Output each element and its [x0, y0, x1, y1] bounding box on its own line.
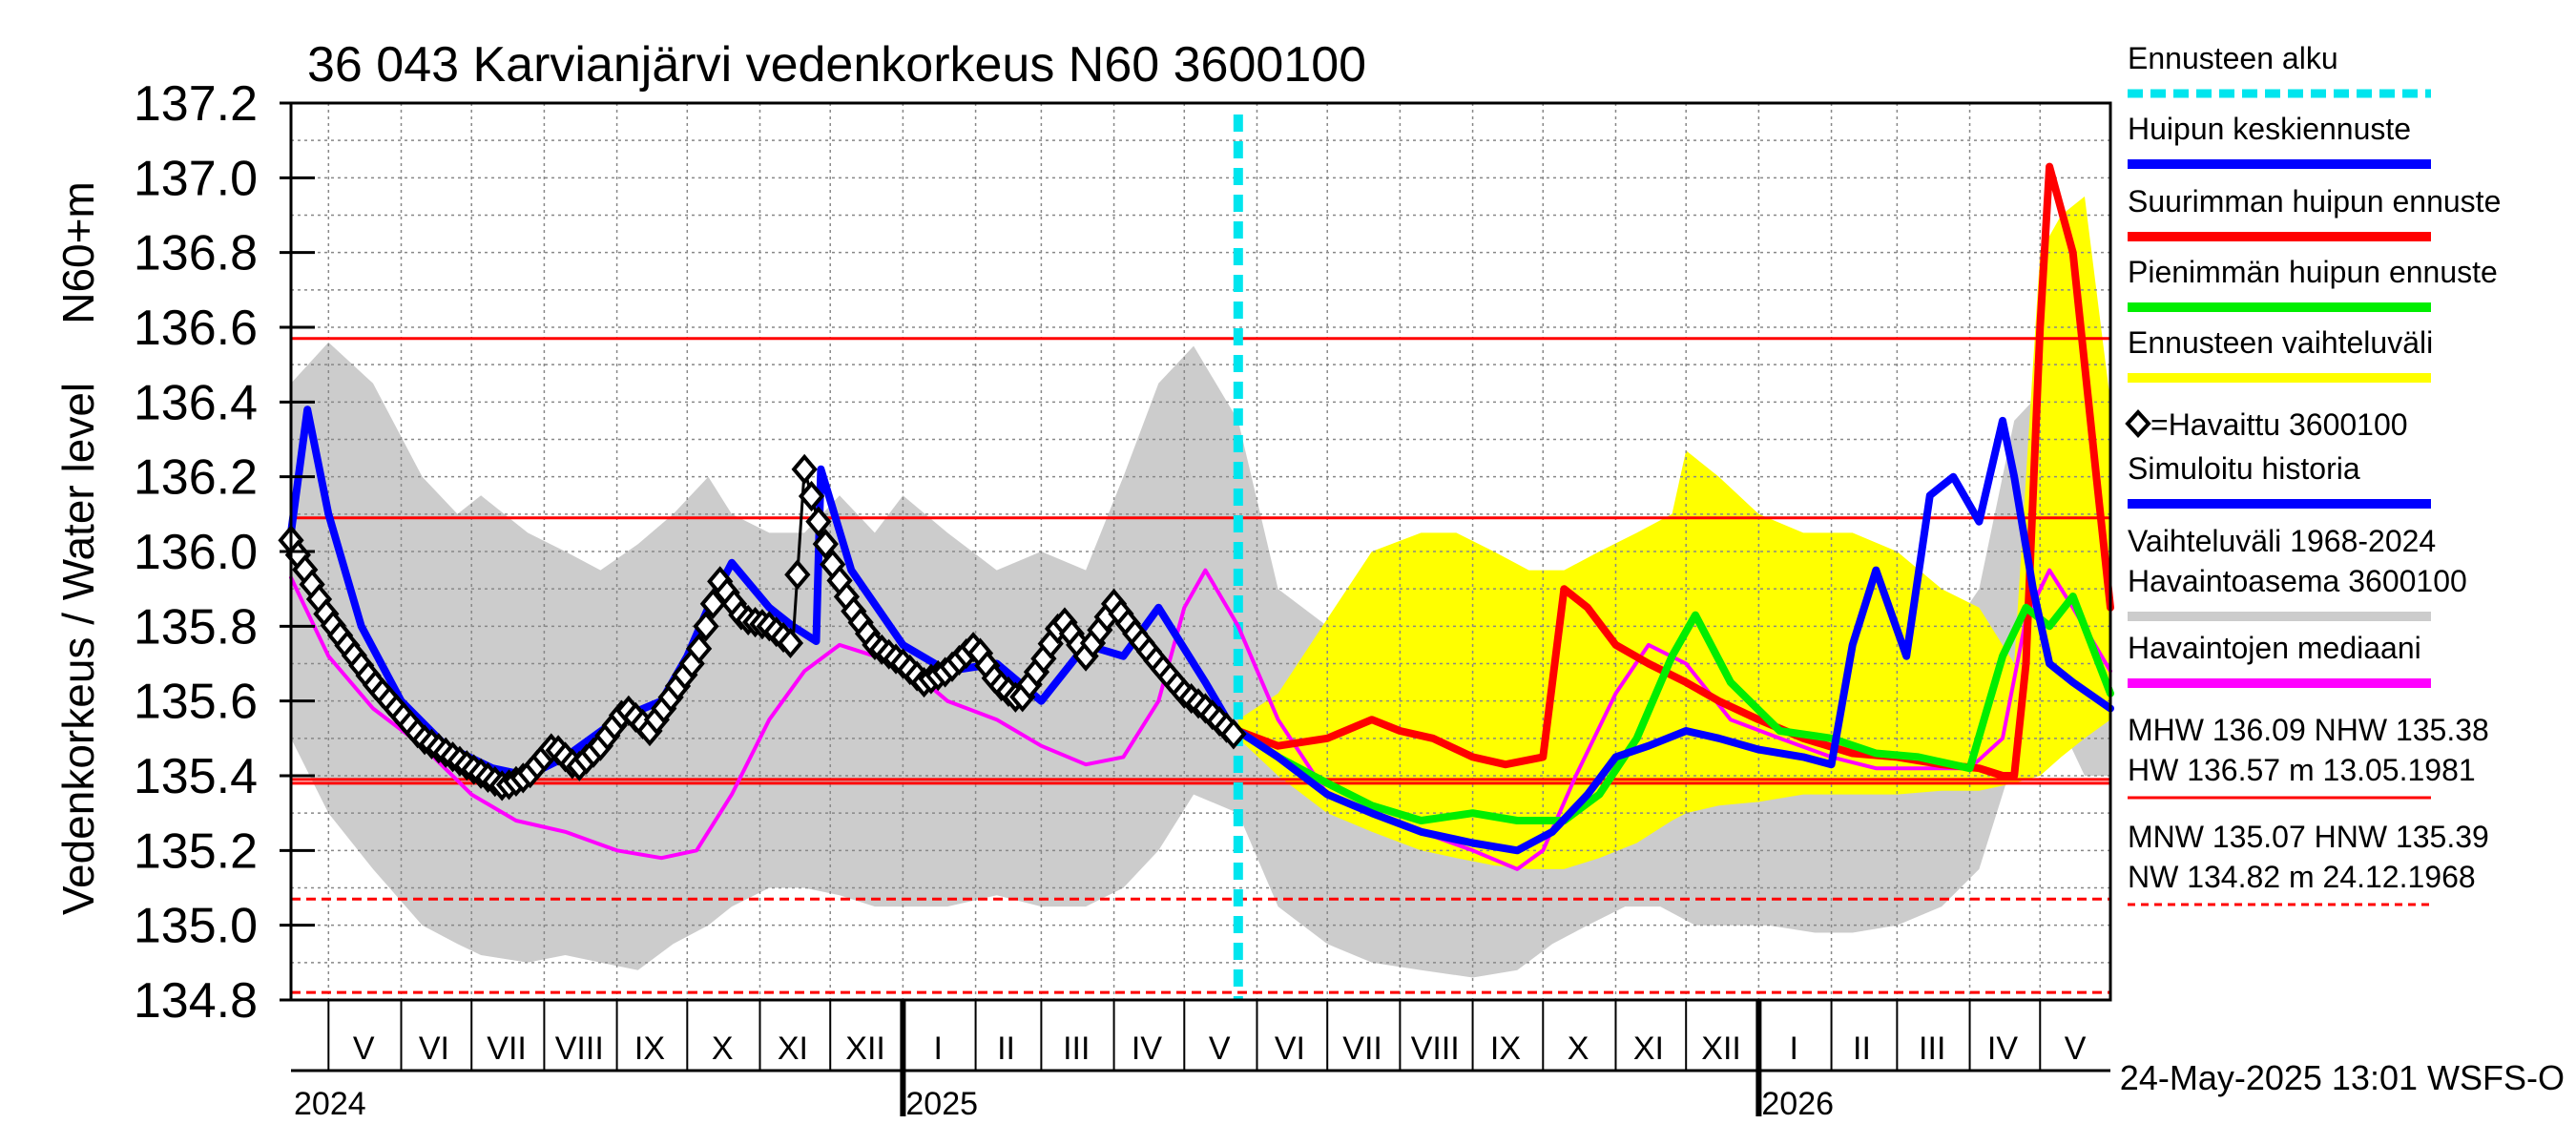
x-month-label: XII [845, 1030, 885, 1067]
series-huipun-keskiennuste [1234, 416, 2114, 855]
legend-label: Ennusteen vaihteluväli [2128, 325, 2433, 360]
y-tick-label: 134.8 [134, 973, 258, 1029]
observed-point [305, 583, 333, 615]
legend-label: Vaihteluväli 1968-2024 [2128, 524, 2436, 558]
stats-line: HW 136.57 m 13.05.1981 [2128, 753, 2476, 787]
x-month-label: V [2065, 1030, 2087, 1067]
y-tick-label: 137.2 [134, 76, 258, 132]
observed-point [1079, 627, 1107, 659]
legend-label: Pienimmän huipun ennuste [2128, 255, 2498, 289]
legend-label: Havaintoasema 3600100 [2128, 564, 2467, 598]
series-havaintojen-mediaani [289, 568, 2112, 871]
x-month-label: I [934, 1030, 943, 1067]
plot-area [278, 103, 2114, 1000]
observed-point [685, 633, 713, 664]
x-month-label: IX [1490, 1030, 1521, 1067]
x-month-label: II [1853, 1030, 1871, 1067]
y-tick-label: 135.2 [134, 823, 258, 879]
footer-timestamp: 24-May-2025 13:01 WSFS-O [2120, 1058, 2565, 1097]
observed-point [1023, 656, 1050, 688]
x-month-label: X [712, 1030, 734, 1067]
x-month-label: VIII [555, 1030, 604, 1067]
observed-point [299, 569, 325, 600]
legend-label: Suurimman huipun ennuste [2128, 184, 2501, 219]
observed-point [798, 480, 825, 512]
observed-point [1087, 614, 1113, 646]
legend-label: Ennusteen alku [2128, 41, 2338, 75]
x-year-label: 2025 [905, 1086, 978, 1122]
legend-label: Huipun keskiennuste [2128, 112, 2411, 146]
y-tick-label: 137.0 [134, 151, 258, 206]
x-month-label: IV [1987, 1030, 2018, 1067]
x-month-label: III [1919, 1030, 1945, 1067]
observed-point [820, 549, 846, 580]
legend-observed-marker [2125, 409, 2151, 438]
observed-point [966, 637, 994, 669]
y-tick-label: 136.6 [134, 301, 258, 356]
observed-point [784, 559, 811, 591]
series-pienimm-n-huipun-ennuste [1234, 593, 2114, 824]
observed-point [1220, 718, 1247, 750]
x-month-label: XII [1701, 1030, 1741, 1067]
x-month-label: II [997, 1030, 1015, 1067]
observed-point [974, 650, 1001, 681]
series-suurimman-huipun-ennuste [1234, 162, 2114, 780]
stats-line: NW 134.82 m 24.12.1968 [2128, 860, 2476, 894]
x-month-label: V [1209, 1030, 1231, 1067]
x-month-label: VII [487, 1030, 527, 1067]
observed-point [1030, 643, 1057, 675]
y-tick-label: 136.4 [134, 375, 258, 430]
x-month-label: IX [634, 1030, 665, 1067]
y-tick-label: 135.0 [134, 899, 258, 954]
x-month-label: X [1568, 1030, 1589, 1067]
x-year-label: 2024 [294, 1086, 366, 1122]
x-month-label: III [1063, 1030, 1090, 1067]
y-tick-label: 136.2 [134, 450, 258, 506]
x-month-label: XI [778, 1030, 808, 1067]
stats-line: MNW 135.07 HNW 135.39 [2128, 820, 2489, 854]
legend-label: Havaintojen mediaani [2128, 631, 2421, 665]
y-tick-label: 136.0 [134, 525, 258, 580]
y-tick-label: 135.8 [134, 599, 258, 655]
y-axis-unit-label: N60+m [53, 181, 103, 324]
observed-point [292, 553, 319, 586]
x-year-label: 2026 [1761, 1086, 1834, 1122]
x-month-label: I [1790, 1030, 1798, 1067]
observed-markers [278, 453, 1247, 802]
axes: 137.2 137.0 136.8 136.6 136.4 136.2 136.0 135.8… [134, 76, 2112, 1122]
x-month-label: IV [1132, 1030, 1162, 1067]
x-month-label: VIII [1411, 1030, 1460, 1067]
x-month-label: VI [419, 1030, 449, 1067]
legend-label: =Havaittu 3600100 [2150, 407, 2408, 442]
series-simuloitu-historia [287, 406, 1242, 780]
x-month-label: VII [1342, 1030, 1382, 1067]
observed-point [777, 627, 804, 659]
chart-title: 36 043 Karvianjärvi vedenkorkeus N60 360… [307, 37, 1366, 93]
observed-point [826, 565, 853, 596]
observed-point [693, 611, 719, 642]
y-tick-label: 135.6 [134, 675, 258, 730]
x-month-label: V [353, 1030, 375, 1067]
legend: Ennusteen alku Huipun keskiennuste Suurimm… [2125, 41, 2501, 906]
observed-point [791, 453, 818, 485]
y-tick-label: 136.8 [134, 226, 258, 281]
y-tick-label: 135.4 [134, 749, 258, 804]
observed-point [805, 506, 832, 537]
x-month-label: XI [1633, 1030, 1664, 1067]
stats-line: MHW 136.09 NHW 135.38 [2128, 713, 2489, 747]
x-month-label: VI [1275, 1030, 1305, 1067]
observed-point [812, 529, 839, 560]
legend-label: Simuloitu historia [2128, 451, 2360, 486]
y-axis-label: Vedenkorkeus / Water level [53, 383, 103, 915]
forecast-range-band [1237, 196, 2110, 869]
